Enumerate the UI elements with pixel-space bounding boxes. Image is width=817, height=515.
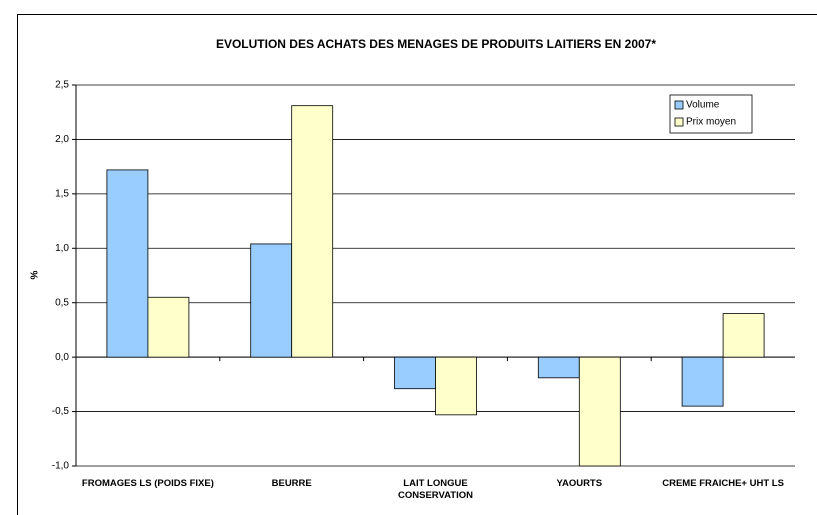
legend-swatch xyxy=(674,117,684,127)
x-tick-label: BEURRE xyxy=(271,478,312,489)
bar xyxy=(681,356,724,407)
y-axis-label: % xyxy=(30,270,41,279)
legend-label: Prix moyen xyxy=(686,117,736,128)
bar xyxy=(435,356,477,416)
chart-title: EVOLUTION DES ACHATS DES MENAGES DE PROD… xyxy=(216,37,656,51)
bar xyxy=(722,313,765,358)
legend-box xyxy=(669,94,753,134)
bar xyxy=(291,105,334,358)
x-tick-label: LAIT LONGUE CONSERVATION xyxy=(398,478,473,501)
bar xyxy=(250,243,293,358)
y-tick-label: 2,5 xyxy=(55,80,69,91)
x-tick-label: FROMAGES LS (POIDS FIXE) xyxy=(81,478,214,489)
legend-swatch xyxy=(674,100,684,110)
y-tick-label: -0,5 xyxy=(52,406,70,417)
legend-label: Volume xyxy=(686,100,720,111)
y-tick-label: 0,5 xyxy=(55,297,69,308)
y-tick-label: 1,5 xyxy=(55,188,69,199)
bar xyxy=(394,356,436,390)
y-tick-label: 1,0 xyxy=(55,243,69,254)
bar xyxy=(106,169,149,358)
bar xyxy=(537,356,580,379)
bar xyxy=(578,356,621,467)
y-tick-label: -1,0 xyxy=(52,461,70,472)
y-tick-label: 2,0 xyxy=(55,134,69,145)
x-tick-label: CREME FRAICHE+ UHT LS xyxy=(662,478,784,489)
x-tick-label: YAOURTS xyxy=(556,478,603,489)
y-tick-label: 0,0 xyxy=(55,352,69,363)
bar xyxy=(147,296,190,358)
